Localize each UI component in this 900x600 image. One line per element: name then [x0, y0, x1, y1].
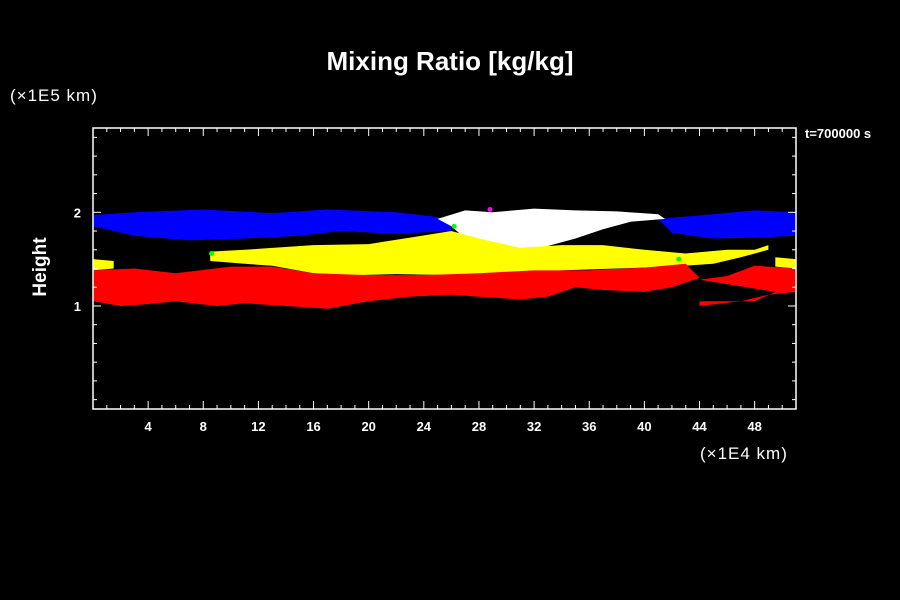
x-tick-label: 12: [251, 419, 265, 434]
x-axis-unit: (×1E4 km): [700, 444, 788, 463]
region-yellow-band: [210, 231, 769, 276]
data-regions: [93, 206, 796, 309]
x-tick-label: 4: [145, 419, 153, 434]
region-blue-band-left: [93, 209, 452, 241]
y-tick-label: 2: [74, 205, 81, 220]
x-tick-label: 20: [361, 419, 375, 434]
chart-title: Mixing Ratio [kg/kg]: [326, 46, 574, 76]
region-red-band: [93, 263, 700, 309]
speck-green: [209, 251, 215, 257]
region-white-core: [437, 208, 665, 250]
x-tick-label: 32: [527, 419, 541, 434]
x-tick-label: 40: [637, 419, 651, 434]
region-red-right: [699, 265, 796, 306]
speck-magenta: [487, 206, 493, 212]
x-tick-label: 36: [582, 419, 596, 434]
speck-green: [676, 256, 682, 262]
x-tick-label: 44: [692, 419, 707, 434]
region-blue-band-right: [658, 210, 796, 239]
x-tick-label: 16: [306, 419, 320, 434]
region-yellow-left-edge: [93, 259, 114, 271]
x-tick-label: 24: [417, 419, 432, 434]
speck-green: [451, 223, 457, 229]
x-tick-label: 28: [472, 419, 486, 434]
y-axis-unit: (×1E5 km): [10, 86, 98, 105]
y-tick-label: 1: [74, 299, 81, 314]
x-tick-label: 48: [747, 419, 761, 434]
x-tick-label: 8: [200, 419, 207, 434]
time-annotation: t=700000 s: [805, 126, 872, 141]
region-yellow-right-edge: [775, 257, 796, 269]
